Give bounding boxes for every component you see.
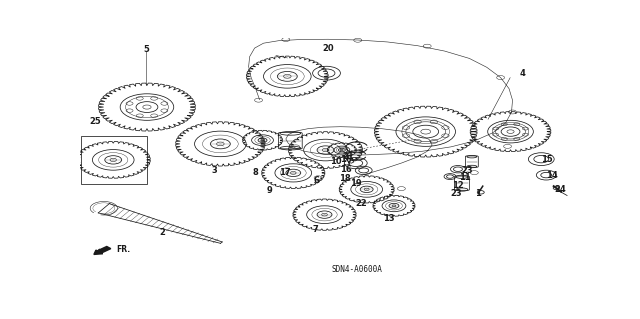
Text: 21: 21	[342, 152, 354, 161]
Text: 14: 14	[547, 171, 558, 180]
Text: 8: 8	[252, 168, 258, 177]
Text: FR.: FR.	[116, 245, 131, 254]
Text: 13: 13	[383, 214, 394, 223]
Text: 2: 2	[159, 228, 164, 237]
FancyArrow shape	[94, 247, 111, 255]
Text: 4: 4	[520, 70, 525, 78]
Text: 24: 24	[554, 185, 566, 194]
Text: 16: 16	[340, 155, 352, 164]
Text: 9: 9	[267, 186, 273, 195]
Text: 1: 1	[476, 189, 481, 197]
Text: 6: 6	[314, 176, 319, 185]
Text: 23: 23	[450, 189, 462, 198]
Bar	[81, 136, 147, 184]
Text: 23: 23	[461, 166, 473, 175]
Text: 12: 12	[452, 181, 464, 190]
Text: 19: 19	[351, 179, 362, 188]
Text: 10: 10	[330, 157, 341, 166]
Text: 7: 7	[313, 225, 319, 234]
Text: 17: 17	[279, 168, 291, 177]
Text: 22: 22	[355, 199, 367, 208]
Text: 18: 18	[339, 174, 350, 183]
Text: SDN4-A0600A: SDN4-A0600A	[332, 265, 382, 274]
Text: 3: 3	[211, 167, 217, 175]
Text: 20: 20	[322, 44, 334, 53]
Text: 5: 5	[143, 45, 149, 54]
Text: 15: 15	[541, 155, 553, 164]
Text: 25: 25	[89, 117, 100, 126]
Text: 16: 16	[340, 165, 352, 174]
Text: 11: 11	[460, 173, 471, 182]
